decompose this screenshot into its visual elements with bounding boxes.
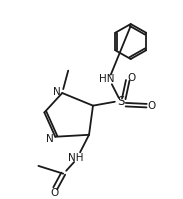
Text: N: N (53, 87, 61, 97)
Text: N: N (46, 134, 54, 144)
Text: O: O (128, 73, 136, 83)
Text: S: S (117, 95, 124, 108)
Text: HN: HN (99, 74, 115, 84)
Text: NH: NH (68, 153, 84, 163)
Text: O: O (147, 101, 156, 111)
Text: O: O (50, 188, 58, 198)
